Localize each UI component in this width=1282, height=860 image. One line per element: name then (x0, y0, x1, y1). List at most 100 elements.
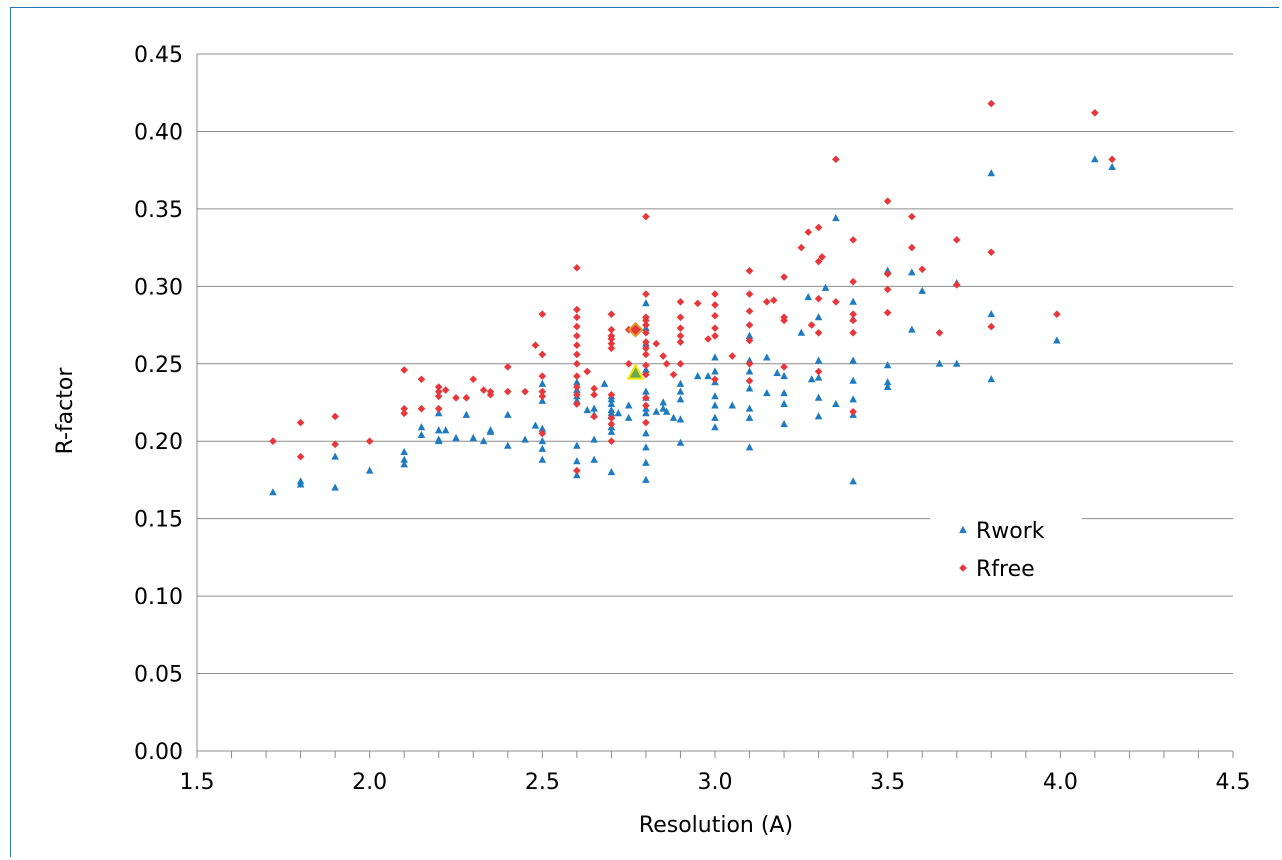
rwork-point (434, 435, 443, 443)
rfree-point (849, 316, 857, 325)
rwork-point (538, 455, 547, 463)
rfree-point (814, 257, 823, 266)
rwork-point (642, 475, 650, 483)
y-axis-label: R-factor (53, 367, 78, 455)
rwork-point (814, 373, 823, 381)
rfree-point (624, 359, 633, 368)
rwork-point (711, 392, 719, 400)
rwork-point (590, 404, 598, 412)
rwork-point (807, 375, 816, 383)
rwork-point (607, 468, 616, 476)
rwork-point (669, 413, 678, 421)
rfree-point (417, 404, 426, 413)
rfree-point (590, 384, 598, 393)
rwork-point (607, 427, 616, 435)
rwork-point (745, 331, 754, 339)
rwork-point (987, 310, 996, 318)
rfree-point (441, 386, 450, 394)
rfree-point (607, 332, 616, 340)
rwork-point (745, 443, 754, 451)
rfree-point (1091, 109, 1099, 117)
rwork-point (883, 378, 892, 386)
rwork-point (538, 379, 547, 387)
rfree-point (797, 243, 806, 252)
rfree-point (590, 412, 598, 421)
rfree-point (583, 367, 592, 376)
rwork-point (935, 359, 944, 367)
rfree-point (538, 372, 547, 380)
rwork-point (538, 437, 547, 445)
rwork-point (573, 457, 581, 465)
y-tick-label: 0.25 (134, 353, 183, 378)
rfree-point (400, 409, 408, 418)
rfree-point (269, 437, 277, 446)
x-tick-label: 3.5 (870, 770, 905, 795)
highlight-rfree-point (627, 321, 644, 338)
rfree-point (745, 359, 754, 368)
rwork-point (486, 426, 495, 434)
rwork-point (642, 365, 650, 373)
rwork-point (908, 268, 916, 276)
rfree-point (462, 394, 471, 402)
rwork-point (642, 387, 650, 395)
rfree-point (296, 418, 305, 427)
rwork-point (780, 399, 788, 407)
rwork-point (452, 433, 460, 442)
rwork-point (538, 444, 547, 452)
rfree-point (676, 298, 685, 306)
rwork-point (504, 441, 512, 449)
rfree-point (642, 370, 650, 379)
rwork-point (642, 429, 650, 437)
rwork-point (711, 401, 719, 409)
rfree-point (434, 404, 443, 413)
rfree-point (804, 228, 813, 236)
rwork-point (1091, 155, 1099, 163)
rfree-point (814, 329, 823, 337)
rfree-point (642, 329, 650, 337)
rwork-point (704, 371, 712, 380)
rwork-point (814, 313, 823, 321)
legend-rwork-marker (959, 525, 967, 533)
rfree-point (814, 294, 823, 303)
rwork-point (538, 396, 547, 404)
rfree-point (711, 324, 719, 332)
rfree-point (573, 400, 581, 408)
rfree-point (652, 339, 661, 348)
rfree-point (780, 273, 788, 281)
series-rfree (269, 99, 1116, 475)
rfree-point (987, 322, 996, 331)
rfree-point (814, 367, 823, 376)
rfree-point (452, 394, 460, 402)
rwork-point (642, 443, 650, 451)
rfree-point (504, 387, 512, 396)
rfree-point (642, 212, 650, 221)
rwork-point (642, 299, 650, 307)
rfree-point (607, 325, 616, 334)
axes (196, 54, 1234, 758)
x-tick-label: 4.5 (1216, 770, 1251, 795)
rwork-point (814, 393, 823, 401)
y-tick-label: 0.40 (134, 120, 183, 145)
rwork-point (624, 401, 633, 409)
rfree-point (573, 359, 581, 368)
rfree-point (908, 212, 916, 221)
rfree-point (728, 352, 737, 360)
rfree-point (590, 390, 598, 399)
rwork-point (918, 286, 926, 294)
rwork-point (642, 409, 650, 417)
rwork-point (607, 399, 616, 407)
x-axis-label: Resolution (A) (639, 813, 793, 838)
rfree-point (745, 321, 754, 329)
rfree-point (642, 338, 650, 346)
rwork-point (952, 359, 961, 367)
rfree-point (883, 285, 892, 294)
rwork-point (745, 404, 754, 412)
rfree-point (1108, 155, 1116, 164)
rfree-point (676, 324, 685, 332)
rwork-point (331, 483, 339, 491)
legend-rfree-label: Rfree (976, 557, 1035, 582)
rfree-point (908, 243, 916, 252)
rwork-point (676, 415, 685, 423)
rwork-point (573, 441, 581, 449)
